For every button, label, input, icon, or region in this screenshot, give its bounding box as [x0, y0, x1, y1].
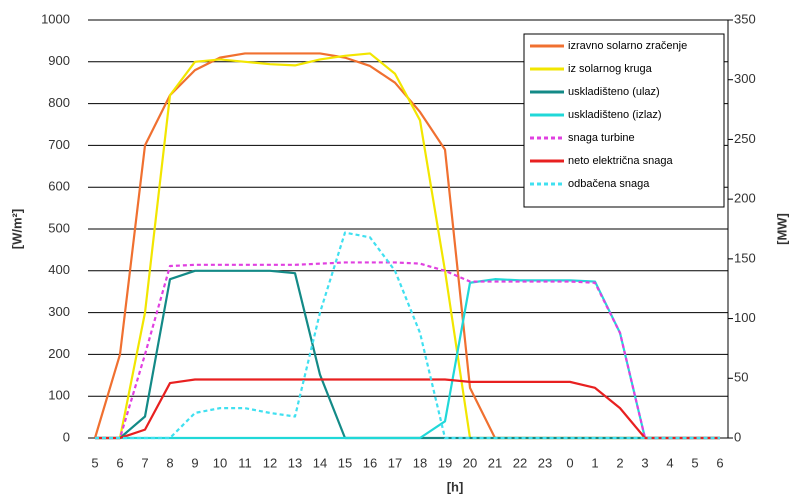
x-tick-label: 7: [141, 455, 148, 470]
y-tick-label: 900: [48, 53, 70, 68]
x-tick-label: 0: [566, 455, 573, 470]
y2-tick-label: 350: [734, 11, 756, 26]
legend-label: uskladišteno (ulaz): [568, 86, 660, 98]
x-tick-label: 20: [463, 455, 477, 470]
legend-label: iz solarnog kruga: [568, 63, 653, 75]
y2-tick-label: 100: [734, 310, 756, 325]
x-tick-label: 6: [116, 455, 123, 470]
x-tick-label: 22: [513, 455, 527, 470]
y2-tick-label: 50: [734, 370, 748, 385]
x-tick-label: 17: [388, 455, 402, 470]
y-tick-label: 500: [48, 220, 70, 235]
series-line: [95, 278, 720, 440]
x-tick-label: 5: [691, 455, 698, 470]
y-axis-label: [W/m²]: [9, 209, 24, 249]
x-tick-label: 21: [488, 455, 502, 470]
x-tick-label: 14: [313, 455, 327, 470]
legend-label: izravno solarno zračenje: [568, 40, 687, 52]
legend-label: neto električna snaga: [568, 155, 673, 167]
x-tick-label: 10: [213, 455, 227, 470]
x-tick-label: 16: [363, 455, 377, 470]
x-tick-label: 18: [413, 455, 427, 470]
legend: izravno solarno zračenje iz solarnog krug…: [523, 33, 725, 208]
x-tick-label: 6: [716, 455, 723, 470]
y2-axis-label: [MW]: [774, 213, 789, 245]
x-tick-label: 9: [191, 455, 198, 470]
legend-box: [523, 33, 725, 208]
x-tick-label: 13: [288, 455, 302, 470]
y2-tick-label: 300: [734, 71, 756, 86]
legend-label: uskladišteno (izlaz): [568, 109, 662, 121]
x-tick-label: 15: [338, 455, 352, 470]
x-tick-label: 23: [538, 455, 552, 470]
x-tick-label: 4: [666, 455, 673, 470]
y-tick-label: 400: [48, 262, 70, 277]
x-axis-label: [h]: [447, 479, 464, 494]
x-tick-label: 5: [91, 455, 98, 470]
y-tick-label: 700: [48, 137, 70, 152]
series-line: [95, 378, 720, 440]
x-tick-label: 11: [238, 455, 252, 470]
x-tick-label: 2: [616, 455, 623, 470]
y-tick-label: 800: [48, 95, 70, 110]
x-tick-label: 12: [263, 455, 277, 470]
y-tick-label: 100: [48, 388, 70, 403]
x-tick-label: 19: [438, 455, 452, 470]
y-tick-label: 0: [63, 429, 70, 444]
series-line: [95, 261, 720, 440]
x-tick-label: 1: [591, 455, 598, 470]
y2-tick-label: 150: [734, 250, 756, 265]
legend-label: snaga turbine: [568, 132, 635, 144]
y-tick-label: 200: [48, 346, 70, 361]
y2-tick-label: 0: [734, 429, 741, 444]
y-tick-label: 300: [48, 304, 70, 319]
x-tick-label: 3: [641, 455, 648, 470]
series-line: [95, 231, 720, 440]
x-tick-label: 8: [166, 455, 173, 470]
y2-tick-label: 250: [734, 131, 756, 146]
y2-tick-label: 200: [734, 191, 756, 206]
y-tick-label: 600: [48, 179, 70, 194]
legend-label: odbačena snaga: [568, 178, 650, 190]
y-tick-label: 1000: [41, 11, 70, 26]
